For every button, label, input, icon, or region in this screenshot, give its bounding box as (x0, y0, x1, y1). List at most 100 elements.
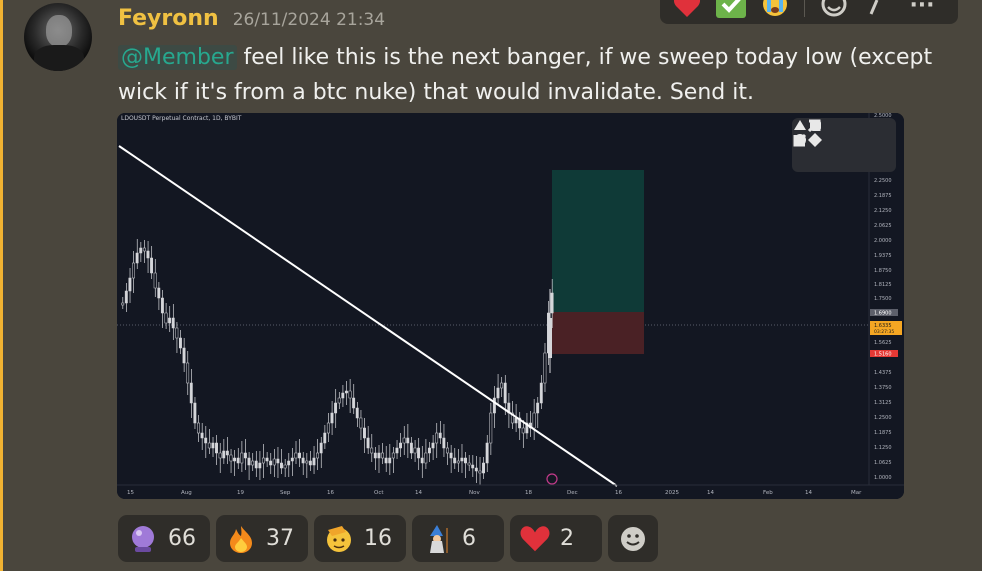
candle (337, 397, 341, 404)
toolbar-add-reaction[interactable] (815, 0, 853, 22)
candle (193, 402, 197, 424)
time-tick-label: 2025 (665, 490, 679, 496)
candle (132, 262, 135, 279)
user-mention[interactable]: @Member (118, 45, 237, 70)
candle (204, 437, 208, 444)
avatar-body (34, 45, 84, 71)
candle (312, 457, 316, 466)
candle (287, 460, 291, 466)
reaction-wizard[interactable]: 6 (412, 515, 504, 562)
candle (153, 272, 157, 289)
candle (355, 407, 359, 419)
time-tick-label: Nov (469, 490, 480, 496)
toolbar-check-reaction[interactable] (712, 0, 750, 22)
price-tick-label: 1.3125 (874, 400, 892, 406)
time-tick-label: Mar (851, 490, 862, 496)
candle (175, 327, 179, 339)
candle (276, 458, 280, 464)
candle (146, 250, 150, 259)
price-tick-label: 1.4375 (874, 370, 892, 376)
reaction-heart[interactable]: 2 (510, 515, 602, 562)
price-tick-label: 1.0000 (874, 475, 892, 481)
price-tick-label: 1.8750 (874, 268, 892, 274)
candle (402, 437, 406, 444)
candle (290, 457, 294, 462)
message-toolbar: ··· (660, 0, 958, 24)
stop-zone (552, 312, 644, 354)
candle (442, 437, 446, 449)
reaction-saluting-face[interactable]: 16 (314, 515, 406, 562)
time-tick-label: Sep (280, 490, 291, 496)
trend-line (118, 145, 618, 487)
candle (121, 302, 125, 306)
time-tick-label: Aug (181, 490, 192, 496)
candle (178, 337, 182, 349)
candle (453, 457, 457, 464)
candle (482, 462, 485, 474)
reaction-crystal-ball[interactable]: 66 (118, 515, 210, 562)
candle (330, 412, 334, 424)
candle (539, 382, 543, 404)
candle (344, 390, 348, 394)
chart-title: LDOUSDT Perpetual Contract, 1D, BYBIT (121, 115, 242, 122)
candle (492, 397, 496, 414)
candle (381, 452, 384, 459)
username[interactable]: Feyronn (118, 6, 219, 31)
candle (251, 460, 255, 466)
candle (139, 247, 143, 254)
candle (548, 318, 552, 358)
toolbar-more[interactable]: ··· (903, 0, 941, 22)
target-price-tag (870, 309, 898, 316)
toolbar-crying-reaction[interactable] (756, 0, 794, 22)
candle (366, 437, 370, 449)
candle (348, 390, 352, 399)
time-tick-label: 15 (127, 490, 134, 496)
candle (500, 382, 504, 389)
price-tick-label: 2.0625 (874, 223, 892, 229)
candle (464, 457, 467, 464)
candle (326, 422, 330, 434)
candle (258, 462, 262, 469)
candle (532, 412, 536, 429)
candle (150, 257, 154, 274)
candle (186, 362, 190, 384)
candle (474, 467, 478, 472)
candle (280, 462, 283, 469)
countdown-label: 03:27:35 (874, 329, 894, 335)
candle (334, 402, 338, 414)
add-reaction-button[interactable] (608, 515, 658, 562)
fire-icon (230, 525, 252, 553)
chart-image-attachment[interactable]: 2.50002.31252.25002.18752.12502.06252.00… (117, 113, 904, 499)
candle (236, 457, 240, 464)
add-reaction-icon (821, 0, 847, 17)
price-tick-label: 2.5000 (874, 113, 892, 119)
toolbar-reply[interactable] (859, 0, 897, 22)
timestamp[interactable]: 26/11/2024 21:34 (232, 10, 386, 30)
candle (525, 422, 529, 434)
reaction-count: 66 (168, 526, 196, 551)
candle (471, 464, 475, 469)
price-tick-label: 1.5625 (874, 340, 892, 346)
candle (424, 452, 428, 464)
candle (215, 442, 218, 454)
avatar[interactable] (24, 3, 92, 71)
apps-image-button[interactable] (794, 120, 890, 165)
candle (240, 452, 244, 464)
candle (261, 457, 265, 464)
toolbar-heart-reaction[interactable] (668, 0, 706, 22)
reactions-bar: 66 37 16 6 2 (118, 515, 658, 562)
candle (503, 382, 507, 404)
price-tick-label: 1.1875 (874, 430, 892, 436)
candle (510, 412, 514, 424)
reaction-count: 2 (560, 526, 574, 551)
candle (254, 460, 258, 469)
reaction-count: 6 (462, 526, 476, 551)
candle (189, 382, 193, 404)
candle (229, 454, 233, 462)
candle (301, 457, 305, 464)
reaction-fire[interactable]: 37 (216, 515, 308, 562)
candle (200, 432, 204, 439)
candle (124, 290, 128, 304)
candle (323, 432, 327, 444)
candle (456, 460, 460, 464)
